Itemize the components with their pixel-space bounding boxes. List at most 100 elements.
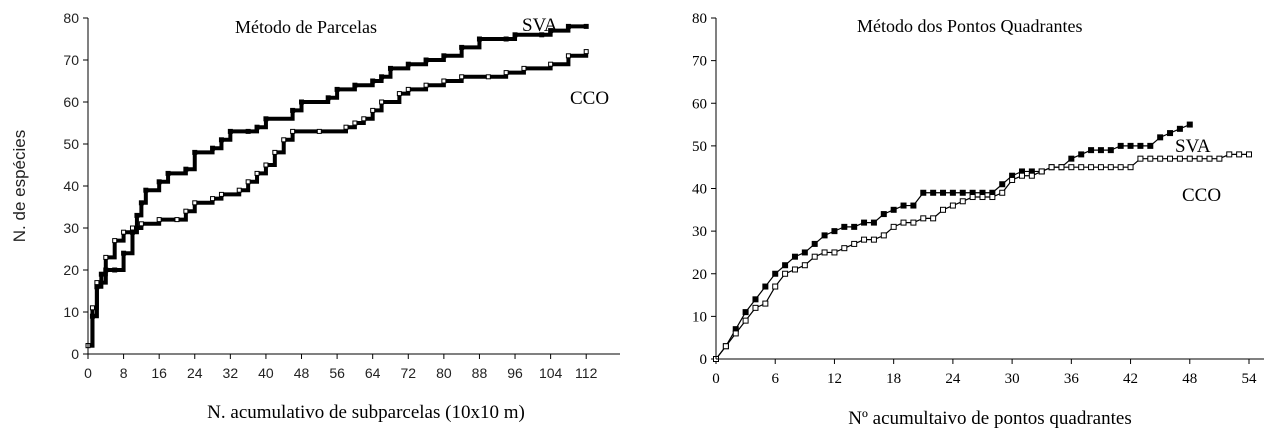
- left-series-cco-point: [316, 128, 322, 134]
- right-y-tick-label: 80: [692, 11, 707, 27]
- left-x-tick-label: 40: [258, 365, 274, 381]
- right-series-sva-point: [1097, 147, 1104, 154]
- left-series-cco-point: [138, 221, 144, 227]
- left-series-cco-point: [521, 65, 527, 71]
- right-series-cco-point: [1038, 168, 1045, 175]
- left-series-cco-point: [290, 128, 296, 134]
- right-series-sva-point: [772, 270, 779, 277]
- left-x-tick-label: 8: [120, 365, 128, 381]
- left-series-cco-point: [548, 61, 554, 67]
- left-series-sva-point: [503, 36, 509, 42]
- left-x-tick-label: 104: [539, 365, 563, 381]
- right-series-cco-point: [959, 198, 966, 205]
- right-series-sva-point: [1107, 147, 1114, 154]
- right-series-cco-point: [742, 317, 749, 324]
- left-series-sva-point: [299, 99, 305, 105]
- right-series-sva-point: [801, 249, 808, 256]
- right-series-sva-point: [1117, 142, 1124, 149]
- left-x-tick-label: 88: [472, 365, 488, 381]
- left-series-cco-point: [245, 179, 251, 185]
- left-series-cco-point: [272, 149, 278, 155]
- left-series-cco-point: [156, 217, 162, 223]
- left-series-cco-point: [485, 74, 491, 80]
- left-series-cco-point: [254, 170, 260, 176]
- right-series-cco-point: [1117, 164, 1124, 171]
- left-series-sva-point: [121, 250, 127, 256]
- right-y-tick-label: 50: [692, 139, 707, 155]
- left-x-axis-label: N. acumulativo de subparcelas (10x10 m): [207, 402, 525, 423]
- left-y-axis-label: N. de espécies: [10, 130, 29, 242]
- left-series-cco-point: [121, 229, 127, 235]
- left-series-cco-point: [379, 99, 385, 105]
- right-series-sva-point: [910, 202, 917, 209]
- right-series-sva-point: [920, 189, 927, 196]
- left-series-cco-point: [263, 162, 269, 168]
- left-series-sva-point: [548, 28, 554, 34]
- left-series-sva-point: [423, 57, 429, 63]
- right-series-cco-point: [949, 202, 956, 209]
- right-series-cco-point: [1107, 164, 1114, 171]
- right-series-cco-point: [1127, 164, 1134, 171]
- right-series-sva-point: [841, 223, 848, 230]
- right-series-cco-point: [900, 219, 907, 226]
- right-ticks: 0 10 20 30 40 50 60 70 80 0 6 12 18 24 30 36 42 48 54: [692, 11, 1257, 387]
- right-series-cco-point: [920, 215, 927, 222]
- left-y-tick-label: 10: [63, 304, 79, 320]
- right-series-cco-point: [870, 236, 877, 243]
- left-series-cco-point: [174, 217, 180, 223]
- left-y-tick-label: 60: [63, 94, 79, 110]
- left-series-cco-point: [352, 120, 358, 126]
- left-series-cco-point: [405, 86, 411, 92]
- right-series-cco-point: [1176, 155, 1183, 162]
- left-series-sva-point: [512, 32, 518, 38]
- right-series-cco-point: [1157, 155, 1164, 162]
- right-series-sva-point: [831, 228, 838, 235]
- left-series-cco-point: [423, 82, 429, 88]
- left-series-cco-point: [103, 254, 109, 260]
- right-series-sva-point: [940, 189, 947, 196]
- right-x-tick-label: 36: [1064, 371, 1080, 387]
- left-x-tick-label: 48: [294, 365, 310, 381]
- right-y-tick-label: 70: [692, 54, 707, 70]
- left-y-tick-label: 40: [63, 178, 79, 194]
- left-series-sva-point: [334, 86, 340, 92]
- right-series-sva-point: [791, 253, 798, 260]
- right-x-tick-label: 6: [771, 371, 779, 387]
- left-series-sva-point: [583, 23, 589, 29]
- right-series-cco-point: [1147, 155, 1154, 162]
- left-series-cco-point: [192, 200, 198, 206]
- left-y-tick-label: 70: [63, 52, 79, 68]
- left-y-tick-label: 20: [63, 262, 79, 278]
- right-series-cco-point: [772, 283, 779, 290]
- right-series-cco-point: [1206, 155, 1213, 162]
- right-series-cco-point: [1068, 164, 1075, 171]
- left-series-sva-point: [165, 170, 171, 176]
- right-series-sva-point: [742, 309, 749, 316]
- chart-right: 0 10 20 30 40 50 60 70 80 0 6 12 18 24 30 36 42 48 54 Méto…: [692, 11, 1264, 429]
- right-series-cco-point: [1009, 176, 1016, 183]
- right-series-cco-point: [969, 194, 976, 201]
- right-series-cco-point: [1226, 151, 1233, 158]
- right-series-cco-point: [1088, 164, 1095, 171]
- right-annotation-sva: SVA: [1175, 136, 1211, 157]
- right-series-cco-point: [782, 270, 789, 277]
- right-x-tick-label: 24: [945, 371, 961, 387]
- right-series-cco-point: [930, 215, 937, 222]
- right-y-tick-label: 10: [692, 309, 707, 325]
- right-annotation-cco: CCO: [1182, 185, 1221, 206]
- right-series-sva-point: [870, 219, 877, 226]
- right-series-cco-point: [1028, 172, 1035, 179]
- left-y-tick-label: 50: [63, 136, 79, 152]
- right-series-sva-point: [1127, 142, 1134, 149]
- right-series-sva-point: [752, 296, 759, 303]
- left-series-cco-point: [361, 116, 367, 122]
- right-series-cco-point: [1186, 155, 1193, 162]
- left-x-tick-label: 112: [575, 365, 598, 381]
- right-series-sva-point: [930, 189, 937, 196]
- left-series-cco-point: [503, 70, 509, 76]
- left-series-sva-point: [143, 187, 149, 193]
- right-series-cco-point: [1216, 155, 1223, 162]
- left-series-sva-point: [379, 74, 385, 80]
- left-annotation-cco: CCO: [570, 88, 609, 109]
